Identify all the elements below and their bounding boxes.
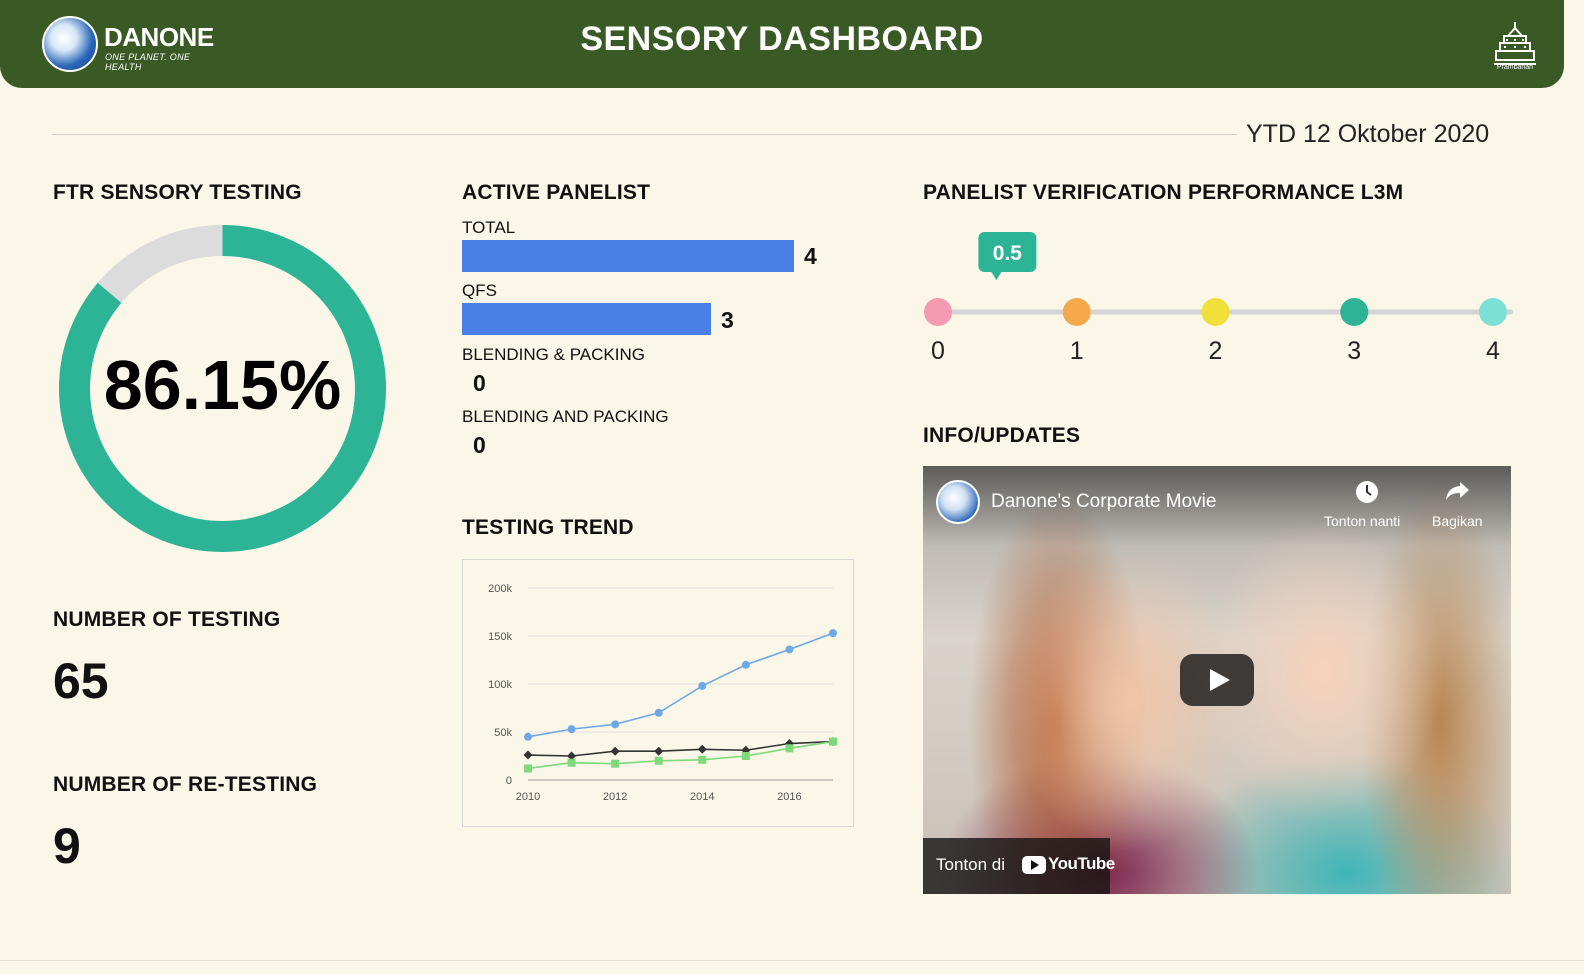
brand-tagline: ONE PLANET. ONE HEALTH xyxy=(105,52,191,72)
panelist-value-total: 4 xyxy=(804,243,817,269)
panelist-value-qfs: 3 xyxy=(721,307,734,333)
play-button[interactable] xyxy=(1180,654,1254,706)
number-of-testing-title: NUMBER OF TESTING xyxy=(53,608,281,631)
scale-dot xyxy=(1479,298,1507,326)
number-of-retesting-value: 9 xyxy=(53,818,81,874)
trend-point[interactable] xyxy=(567,758,576,767)
trend-point[interactable] xyxy=(785,645,794,654)
ftr-value: 86.15% xyxy=(103,346,342,424)
danone-logo: DANONE ONE PLANET. ONE HEALTH xyxy=(42,16,222,72)
trend-series-line xyxy=(527,740,834,757)
temple-logo-icon xyxy=(1494,22,1536,65)
period-label: YTD 12 Oktober 2020 xyxy=(1246,120,1490,148)
scale-dot xyxy=(1201,298,1230,326)
y-tick-label: 100k xyxy=(488,679,512,691)
header-bar: DANONE ONE PLANET. ONE HEALTH SENSORY DA… xyxy=(0,0,1564,88)
footer-divider xyxy=(0,960,1584,961)
ftr-title: FTR SENSORY TESTING xyxy=(53,181,302,204)
scale-label: 3 xyxy=(1347,337,1361,365)
value-tooltip-pointer xyxy=(991,272,1002,280)
trend-point[interactable] xyxy=(741,660,750,669)
scale-dot xyxy=(924,298,952,326)
channel-avatar[interactable] xyxy=(936,480,980,524)
page-title: SENSORY DASHBOARD xyxy=(580,20,984,58)
panelist-label-blending-and-packing: BLENDING AND PACKING xyxy=(462,407,669,426)
testing-trend-chart: 0 50k 100k 150k 200k 2010 2012 2014 2016 xyxy=(462,559,854,827)
youtube-logo-icon xyxy=(1022,856,1046,874)
x-tick-label: 2014 xyxy=(690,791,714,803)
panelist-label-total: TOTAL xyxy=(462,218,516,237)
trend-point[interactable] xyxy=(567,751,577,761)
clock-icon[interactable] xyxy=(1355,480,1379,504)
trend-point[interactable] xyxy=(523,750,533,760)
scale-label: 2 xyxy=(1209,337,1223,365)
number-of-testing-value: 65 xyxy=(53,653,109,709)
trend-chart-canvas: 0 50k 100k 150k 200k 2010 2012 2014 2016 xyxy=(488,583,838,803)
trend-point[interactable] xyxy=(697,744,707,754)
video-top-overlay xyxy=(923,466,1511,546)
trend-point[interactable] xyxy=(610,746,620,756)
y-tick-label: 150k xyxy=(488,631,512,643)
panelist-value-blending-and-packing: 0 xyxy=(473,432,486,458)
share-icon[interactable] xyxy=(1445,480,1471,502)
video-title[interactable]: Danone's Corporate Movie xyxy=(991,491,1217,512)
scale-dot xyxy=(1062,298,1091,326)
y-tick-label: 200k xyxy=(488,583,512,595)
scale-label: 4 xyxy=(1486,337,1500,365)
value-tooltip xyxy=(978,232,1037,272)
panelist-value-blending-packing: 0 xyxy=(473,370,486,396)
donut-fill xyxy=(59,225,386,552)
panelist-label-qfs: QFS xyxy=(462,281,497,300)
watch-on-youtube-button[interactable]: Tonton di YouTube xyxy=(923,838,1115,894)
divider xyxy=(52,134,1237,135)
value-tooltip-text: 0.5 xyxy=(993,242,1023,265)
trend-point[interactable] xyxy=(829,737,837,746)
youtube-wordmark: YouTube xyxy=(1048,854,1115,873)
info-title: INFO/UPDATES xyxy=(923,424,1081,447)
trend-point[interactable] xyxy=(741,752,750,760)
scale-label: 1 xyxy=(1070,337,1084,365)
watch-on-label: Tonton di xyxy=(936,855,1005,874)
play-icon xyxy=(1210,669,1230,691)
trend-series-line xyxy=(527,740,834,770)
trend-point[interactable] xyxy=(654,746,664,756)
trend-point[interactable] xyxy=(785,744,794,753)
trend-point[interactable] xyxy=(524,764,532,773)
panelist-bar-total xyxy=(462,240,794,272)
panelist-label-blending-packing: BLENDING & PACKING xyxy=(462,345,645,364)
share-button[interactable]: Bagikan xyxy=(1432,513,1483,529)
danone-emblem-icon xyxy=(42,16,98,72)
temple-logo-label: Prambanan xyxy=(1496,64,1534,71)
verification-title: PANELIST VERIFICATION PERFORMANCE L3M xyxy=(923,181,1404,204)
trend-point[interactable] xyxy=(698,755,707,764)
trend-series-line xyxy=(527,632,834,738)
trend-point[interactable] xyxy=(829,629,837,638)
x-tick-label: 2012 xyxy=(603,791,627,803)
trend-point[interactable] xyxy=(524,732,532,741)
trend-point[interactable] xyxy=(567,725,576,734)
trend-point[interactable] xyxy=(654,708,663,717)
panelist-bar-qfs xyxy=(462,303,711,335)
y-tick-label: 0 xyxy=(506,775,512,787)
x-tick-label: 2016 xyxy=(777,791,801,803)
trend-point[interactable] xyxy=(611,759,620,768)
scale-label: 0 xyxy=(931,337,945,365)
y-tick-label: 50k xyxy=(494,727,512,739)
trend-point[interactable] xyxy=(698,681,707,690)
number-of-retesting-title: NUMBER OF RE-TESTING xyxy=(53,773,318,796)
ftr-donut-chart xyxy=(59,225,386,552)
video-player[interactable]: Danone's Corporate Movie Tonton nanti Ba… xyxy=(923,466,1511,894)
trend-point[interactable] xyxy=(654,756,663,765)
brand-name: DANONE xyxy=(104,22,214,52)
trend-point[interactable] xyxy=(611,720,620,729)
x-tick-label: 2010 xyxy=(516,791,540,803)
testing-trend-title: TESTING TREND xyxy=(462,516,634,539)
watch-later-button[interactable]: Tonton nanti xyxy=(1324,513,1401,529)
verification-scale: 0 1 2 3 4 0.5 xyxy=(924,232,1514,365)
active-panelist-title: ACTIVE PANELIST xyxy=(462,181,651,204)
scale-dot xyxy=(1340,298,1369,326)
